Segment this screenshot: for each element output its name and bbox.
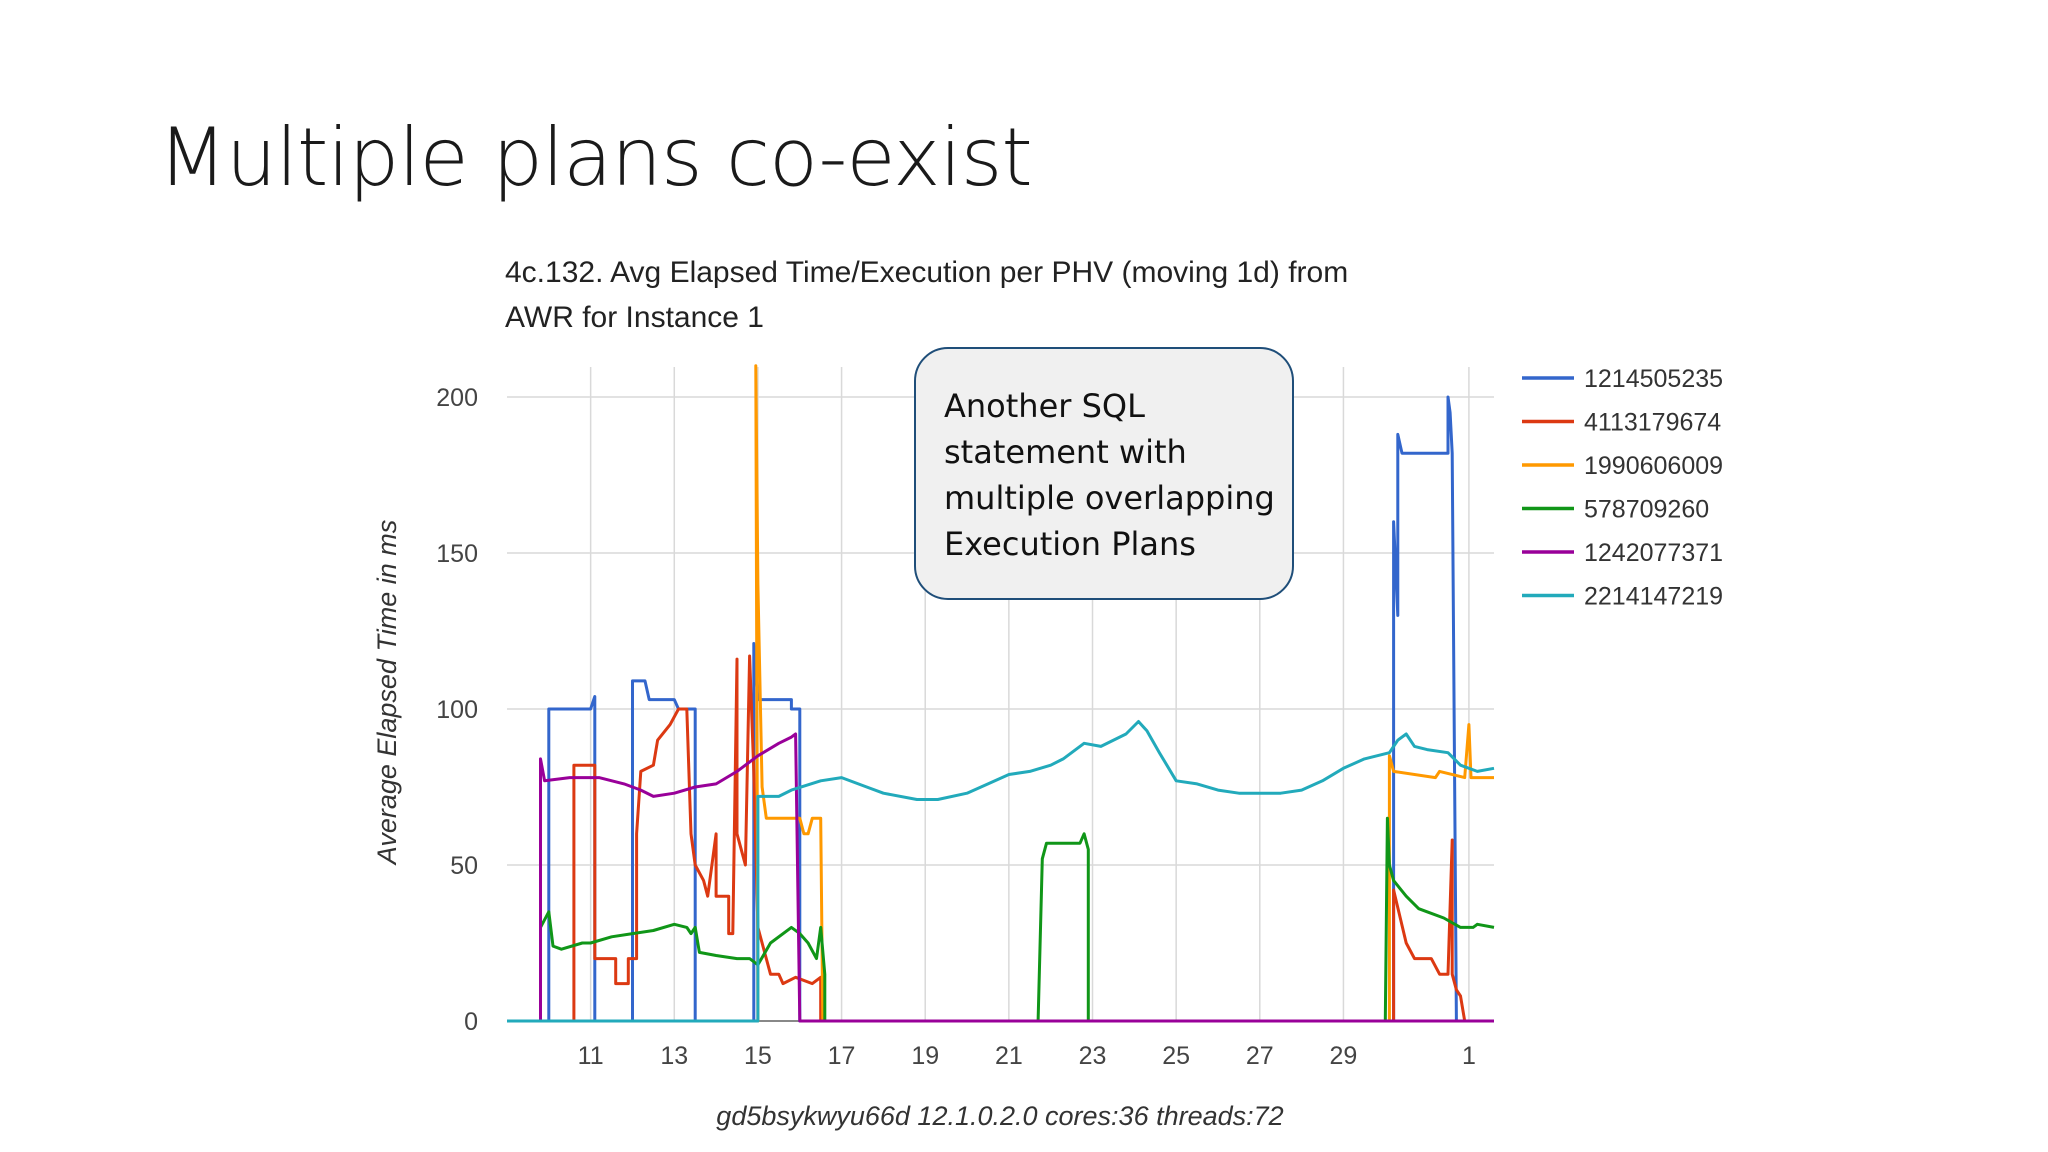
legend-label: 1242077371	[1584, 539, 1723, 567]
y-tick-label: 50	[450, 852, 478, 880]
series-line-4113179674	[507, 654, 1494, 1023]
chart-legend: 1214505235 4113179674 1990606009 578709260 1…	[1522, 365, 1723, 611]
legend-label: 1990606009	[1584, 452, 1723, 480]
x-tick-label: 1	[1462, 1042, 1476, 1070]
callout-line: multiple overlapping	[944, 479, 1275, 517]
chart-title-line-1: 4c.132. Avg Elapsed Time/Execution per P…	[505, 256, 1348, 289]
x-tick-label: 13	[660, 1042, 688, 1070]
x-tick-label: 15	[744, 1042, 772, 1070]
x-tick-label: 11	[578, 1042, 604, 1070]
series-line-2214147219	[507, 720, 1495, 1023]
callout-line: statement with	[944, 433, 1187, 471]
y-tick-label: 0	[464, 1008, 478, 1036]
x-tick-label: 21	[995, 1042, 1023, 1070]
x-tick-label: 27	[1246, 1042, 1274, 1070]
legend-label: 578709260	[1584, 496, 1709, 524]
x-tick-label: 25	[1162, 1042, 1190, 1070]
callout-box: Another SQL statement with multiple over…	[914, 347, 1294, 600]
legend-label: 2214147219	[1584, 583, 1723, 611]
y-tick-label: 150	[436, 540, 478, 568]
chart-axes: 0 50 100 150 200 11 13 15 17 19 21 23 25 27 29 1	[436, 384, 1476, 1070]
x-tick-label: 17	[828, 1042, 856, 1070]
y-tick-label: 200	[436, 384, 478, 412]
series-line-1990606009	[507, 364, 1494, 1023]
x-tick-label: 19	[911, 1042, 939, 1070]
x-tick-label: 29	[1330, 1042, 1358, 1070]
x-tick-label: 23	[1079, 1042, 1107, 1070]
slide-title: Multiple plans co-exist	[158, 111, 1033, 204]
x-axis-label: gd5bsykwyu66d 12.1.0.2.0 cores:36 thread…	[716, 1101, 1283, 1131]
legend-label: 1214505235	[1584, 365, 1723, 393]
legend-label: 4113179674	[1584, 409, 1721, 437]
chart-title-line-2: AWR for Instance 1	[505, 301, 764, 334]
y-tick-label: 100	[436, 696, 478, 724]
y-axis-label: Average Elapsed Time in ms	[372, 520, 402, 866]
series-line-578709260	[507, 816, 1495, 1023]
callout-line: Another SQL	[944, 387, 1145, 425]
callout-line: Execution Plans	[944, 525, 1196, 563]
series-line-1242077371	[507, 732, 1494, 1023]
chart-series-lines	[507, 364, 1495, 1023]
